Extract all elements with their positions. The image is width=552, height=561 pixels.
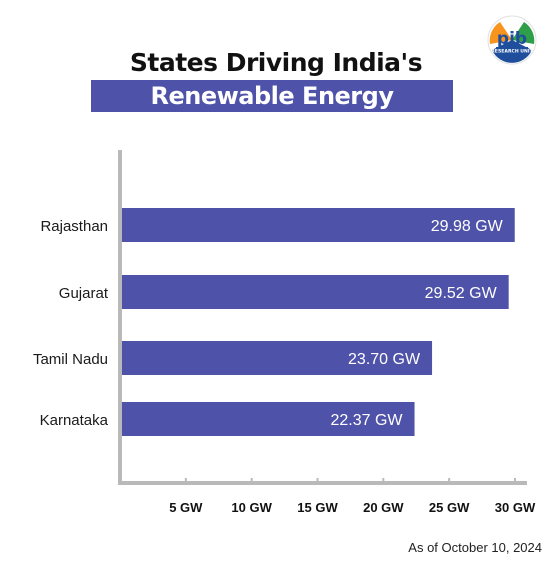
x-tick-label: 25 GW: [429, 500, 470, 515]
footnote: As of October 10, 2024: [408, 540, 542, 555]
x-tick-label: 5 GW: [169, 500, 203, 515]
bar-value-label: 29.52 GW: [425, 285, 498, 302]
category-label: Karnataka: [40, 412, 109, 429]
chart-title-line1: States Driving India's: [129, 48, 423, 77]
x-tick-label: 15 GW: [297, 500, 338, 515]
x-tick-label: 20 GW: [363, 500, 404, 515]
bar-rajasthan: [122, 208, 515, 242]
pib-logo-icon: pib RESEARCH UNIT: [487, 15, 537, 65]
bar-gujarat: [122, 275, 509, 309]
chart-title-line2: Renewable Energy Capacity: [91, 80, 453, 142]
category-label: Gujarat: [59, 285, 109, 302]
x-tick-label: 10 GW: [231, 500, 272, 515]
bar-value-label: 23.70 GW: [348, 351, 421, 368]
category-label: Rajasthan: [40, 218, 108, 235]
logo-text: pib: [497, 29, 527, 49]
bar-tamil-nadu: [122, 341, 433, 375]
bar-karnataka: [122, 402, 415, 436]
x-tick-label: 30 GW: [495, 500, 536, 515]
bar-value-label: 29.98 GW: [431, 218, 504, 235]
category-label: Tamil Nadu: [33, 351, 108, 368]
bar-value-label: 22.37 GW: [331, 412, 404, 429]
logo-subtext: RESEARCH UNIT: [491, 49, 533, 55]
